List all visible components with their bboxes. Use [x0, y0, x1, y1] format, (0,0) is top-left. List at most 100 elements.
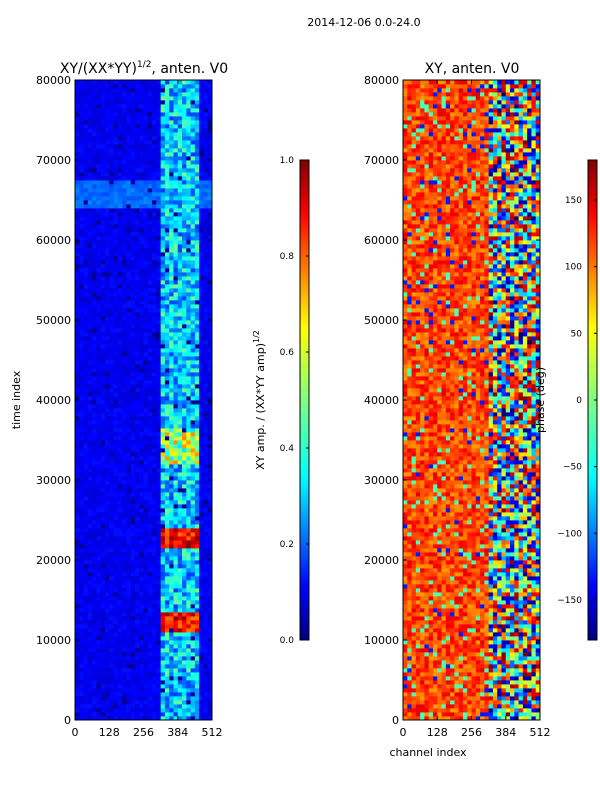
- amplitude-heat-cell: [190, 160, 196, 165]
- amplitude-heat-cell: [117, 176, 123, 181]
- amplitude-heat-cell: [143, 676, 149, 681]
- amplitude-heat-cell: [100, 388, 106, 393]
- amplitude-heat-cell: [92, 524, 97, 529]
- amplitude-heat-cell: [190, 348, 196, 353]
- amplitude-heat-cell: [126, 508, 132, 513]
- amplitude-heat-cell: [139, 580, 144, 585]
- amplitude-heat-cell: [156, 408, 162, 413]
- amplitude-heat-cell: [100, 348, 106, 353]
- amplitude-heat-cell: [130, 288, 136, 293]
- amplitude-heat-cell: [139, 124, 144, 129]
- amplitude-heat-cell: [100, 164, 106, 169]
- amplitude-heat-cell: [199, 680, 204, 685]
- amplitude-heat-cell: [134, 552, 140, 557]
- amplitude-heat-cell: [190, 300, 196, 305]
- amplitude-heat-cell: [79, 204, 84, 209]
- amplitude-heat-cell: [75, 420, 80, 425]
- amplitude-heat-cell: [182, 608, 187, 613]
- amplitude-heat-cell: [87, 200, 93, 205]
- amplitude-heat-cell: [177, 396, 183, 401]
- amplitude-heat-cell: [156, 612, 162, 617]
- amplitude-heat-cell: [75, 264, 80, 269]
- amplitude-heat-cell: [92, 364, 97, 369]
- amplitude-heat-cell: [113, 712, 119, 717]
- amplitude-heat-cell: [134, 228, 140, 233]
- amplitude-heat-cell: [152, 472, 157, 477]
- amplitude-heat-cell: [186, 644, 191, 649]
- amplitude-heat-cell: [194, 676, 200, 681]
- amplitude-heat-cell: [173, 696, 179, 701]
- amplitude-heat-cell: [152, 220, 157, 225]
- amplitude-heat-cell: [104, 564, 110, 569]
- amplitude-heat-cell: [182, 432, 187, 437]
- amplitude-heat-cell: [164, 316, 170, 321]
- amplitude-heat-cell: [122, 316, 127, 321]
- amplitude-heat-cell: [156, 284, 162, 289]
- amplitude-heat-cell: [186, 352, 191, 357]
- amplitude-heat-cell: [109, 416, 114, 421]
- amplitude-heat-cell: [143, 440, 149, 445]
- amplitude-heat-cell: [194, 228, 200, 233]
- amplitude-heat-cell: [117, 636, 123, 641]
- amplitude-heat-cell: [79, 144, 84, 149]
- amplitude-heat-cell: [139, 560, 144, 565]
- amplitude-heat-cell: [104, 188, 110, 193]
- amplitude-heat-cell: [147, 284, 153, 289]
- amplitude-heat-cell: [100, 508, 106, 513]
- amplitude-heat-cell: [194, 528, 200, 533]
- amplitude-heat-cell: [173, 220, 179, 225]
- amplitude-heat-cell: [190, 364, 196, 369]
- amplitude-heat-cell: [152, 568, 157, 573]
- amplitude-heat-cell: [100, 208, 106, 213]
- amplitude-heat-cell: [117, 388, 123, 393]
- amplitude-heat-cell: [182, 464, 187, 469]
- amplitude-heat-cell: [156, 116, 162, 121]
- amplitude-heat-cell: [169, 128, 174, 133]
- amplitude-heat-cell: [104, 420, 110, 425]
- amplitude-heat-cell: [160, 692, 166, 697]
- amplitude-heat-cell: [147, 492, 153, 497]
- amplitude-heat-cell: [75, 496, 80, 501]
- amplitude-heat-cell: [160, 544, 166, 549]
- amplitude-heat-cell: [79, 504, 84, 509]
- amplitude-heat-cell: [92, 392, 97, 397]
- amplitude-heat-cell: [207, 492, 213, 497]
- amplitude-heat-cell: [87, 148, 93, 153]
- amplitude-heat-cell: [203, 444, 209, 449]
- amplitude-heat-cell: [160, 344, 166, 349]
- amplitude-heat-cell: [164, 360, 170, 365]
- amplitude-heat-cell: [194, 172, 200, 177]
- amplitude-heat-cell: [134, 708, 140, 713]
- amplitude-heat-cell: [139, 596, 144, 601]
- amplitude-heat-cell: [152, 632, 157, 637]
- amplitude-heat-cell: [130, 360, 136, 365]
- amplitude-heat-cell: [194, 612, 200, 617]
- amplitude-heat-cell: [87, 392, 93, 397]
- amplitude-heat-cell: [147, 416, 153, 421]
- amplitude-heat-cell: [117, 156, 123, 161]
- amplitude-heat-cell: [190, 676, 196, 681]
- amplitude-heat-cell: [182, 544, 187, 549]
- amplitude-heat-cell: [186, 220, 191, 225]
- amplitude-heat-cell: [126, 696, 132, 701]
- amplitude-heat-cell: [126, 668, 132, 673]
- amplitude-heat-cell: [164, 284, 170, 289]
- amplitude-heat-cell: [79, 264, 84, 269]
- amplitude-heat-cell: [130, 536, 136, 541]
- amplitude-heat-cell: [173, 204, 179, 209]
- amplitude-heat-cell: [203, 96, 209, 101]
- amplitude-heat-cell: [109, 396, 114, 401]
- amplitude-heat-cell: [109, 408, 114, 413]
- amplitude-heat-cell: [92, 176, 97, 181]
- amplitude-heat-cell: [83, 280, 89, 285]
- amplitude-heat-cell: [199, 528, 204, 533]
- amplitude-heat-cell: [190, 368, 196, 373]
- amplitude-heat-cell: [113, 548, 119, 553]
- amplitude-heat-cell: [87, 276, 93, 281]
- amplitude-heat-cell: [169, 436, 174, 441]
- amplitude-heat-cell: [199, 268, 204, 273]
- amplitude-heat-cell: [122, 272, 127, 277]
- amplitude-heat-cell: [122, 400, 127, 405]
- amplitude-heat-cell: [134, 396, 140, 401]
- amplitude-heat-cell: [104, 580, 110, 585]
